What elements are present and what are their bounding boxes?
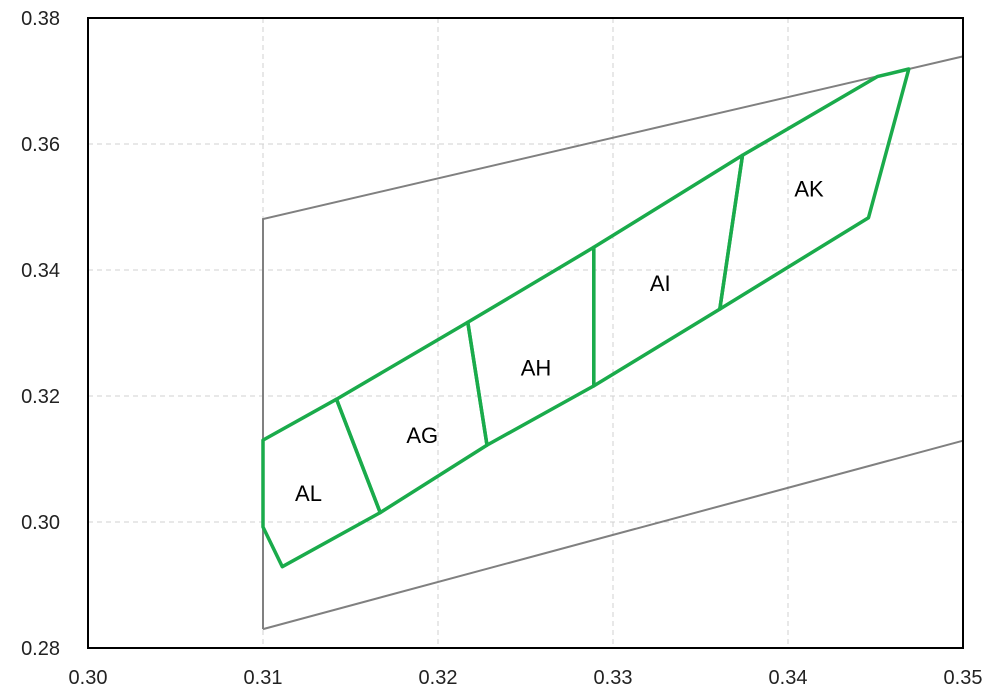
y-axis-tick-labels: 0.28 0.30 0.32 0.34 0.36 0.38 xyxy=(21,8,60,660)
region-ai-label: AI xyxy=(650,271,671,296)
region-ak-label: AK xyxy=(794,177,824,202)
x-tick-label: 0.31 xyxy=(244,667,283,689)
x-tick-label: 0.33 xyxy=(594,667,633,689)
y-tick-label: 0.36 xyxy=(21,134,60,156)
x-tick-label: 0.35 xyxy=(944,667,983,689)
region-ak-polygon xyxy=(718,67,911,311)
region-ah-label: AH xyxy=(521,356,552,381)
boundary-line xyxy=(262,439,964,631)
region-ag-label: AG xyxy=(406,423,438,448)
region-labels: AL AG AH AI AK xyxy=(295,177,824,506)
x-tick-label: 0.34 xyxy=(769,667,808,689)
region-al-label: AL xyxy=(295,481,322,506)
region-ah-polygon xyxy=(466,245,596,447)
y-tick-label: 0.38 xyxy=(21,8,60,30)
region-ag-polygon xyxy=(334,320,489,515)
y-tick-label: 0.28 xyxy=(21,638,60,660)
y-tick-label: 0.32 xyxy=(21,386,60,408)
grid-lines xyxy=(88,18,963,648)
y-tick-label: 0.34 xyxy=(21,260,60,282)
y-tick-label: 0.30 xyxy=(21,512,60,534)
x-tick-label: 0.30 xyxy=(69,667,108,689)
x-tick-label: 0.32 xyxy=(419,667,458,689)
plot-area-border xyxy=(87,17,964,649)
x-axis-tick-labels: 0.30 0.31 0.32 0.33 0.34 0.35 xyxy=(69,667,983,689)
region-polygons xyxy=(261,67,911,569)
region-al-polygon xyxy=(261,397,382,569)
